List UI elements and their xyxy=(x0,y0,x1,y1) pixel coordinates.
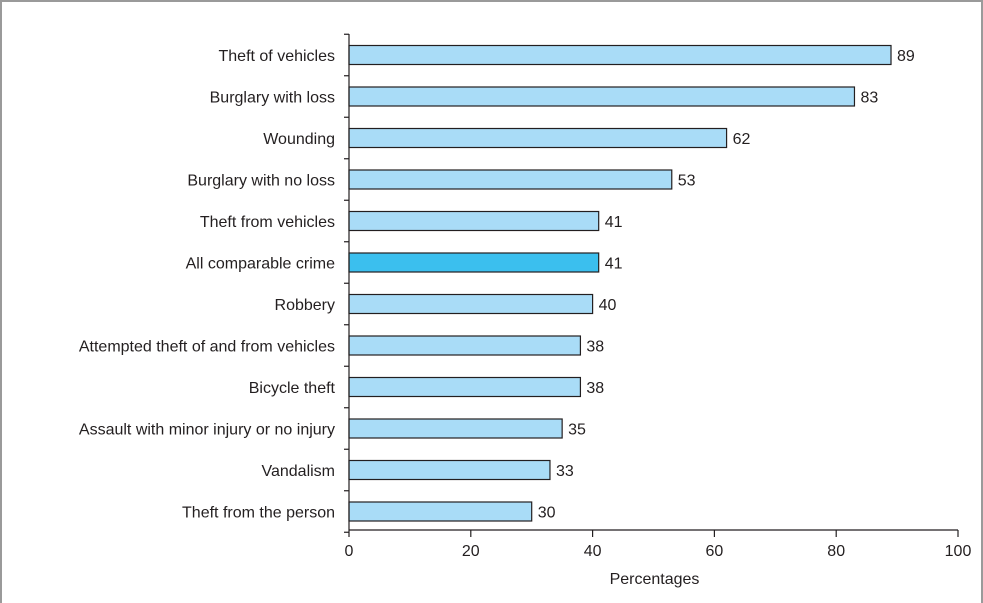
category-label: Theft from the person xyxy=(182,505,335,522)
x-tick-label: 60 xyxy=(706,543,724,560)
x-tick-label: 80 xyxy=(827,543,845,560)
category-label: Vandalism xyxy=(261,463,335,480)
data-label: 83 xyxy=(860,90,878,107)
bar xyxy=(348,293,594,315)
data-label: 38 xyxy=(586,380,604,397)
bar xyxy=(348,252,600,273)
bar xyxy=(348,127,728,149)
data-label: 38 xyxy=(586,339,604,356)
category-label: Attempted theft of and from vehicles xyxy=(79,339,335,356)
bar xyxy=(348,169,673,190)
bar xyxy=(348,44,892,66)
data-label: 62 xyxy=(733,131,751,148)
category-label: Robbery xyxy=(275,297,335,314)
category-label: Assault with minor injury or no injury xyxy=(79,422,335,439)
bar xyxy=(348,376,582,398)
x-tick-label: 40 xyxy=(584,543,602,560)
bar xyxy=(348,501,533,522)
data-label: 89 xyxy=(897,48,915,65)
data-label: 53 xyxy=(678,173,696,190)
x-tick-label: 20 xyxy=(462,543,480,560)
category-label: Wounding xyxy=(263,131,335,148)
bar xyxy=(348,86,856,107)
data-label: 41 xyxy=(605,214,623,231)
category-label: Theft from vehicles xyxy=(200,214,335,231)
bar xyxy=(348,210,600,232)
category-label: All comparable crime xyxy=(186,256,335,273)
x-axis-title: Percentages xyxy=(610,571,700,588)
bar xyxy=(348,459,551,481)
data-label: 33 xyxy=(556,463,574,480)
x-tick-label: 100 xyxy=(945,543,972,560)
data-label: 41 xyxy=(605,256,623,273)
bar xyxy=(348,335,582,356)
category-label: Burglary with loss xyxy=(210,90,335,107)
category-label: Bicycle theft xyxy=(249,380,336,397)
data-label: 35 xyxy=(568,422,586,439)
bar xyxy=(348,418,563,439)
category-label: Theft of vehicles xyxy=(219,48,336,65)
category-label: Burglary with no loss xyxy=(187,173,335,190)
data-label: 30 xyxy=(538,505,556,522)
data-label: 40 xyxy=(599,297,617,314)
x-tick-label: 0 xyxy=(345,543,354,560)
